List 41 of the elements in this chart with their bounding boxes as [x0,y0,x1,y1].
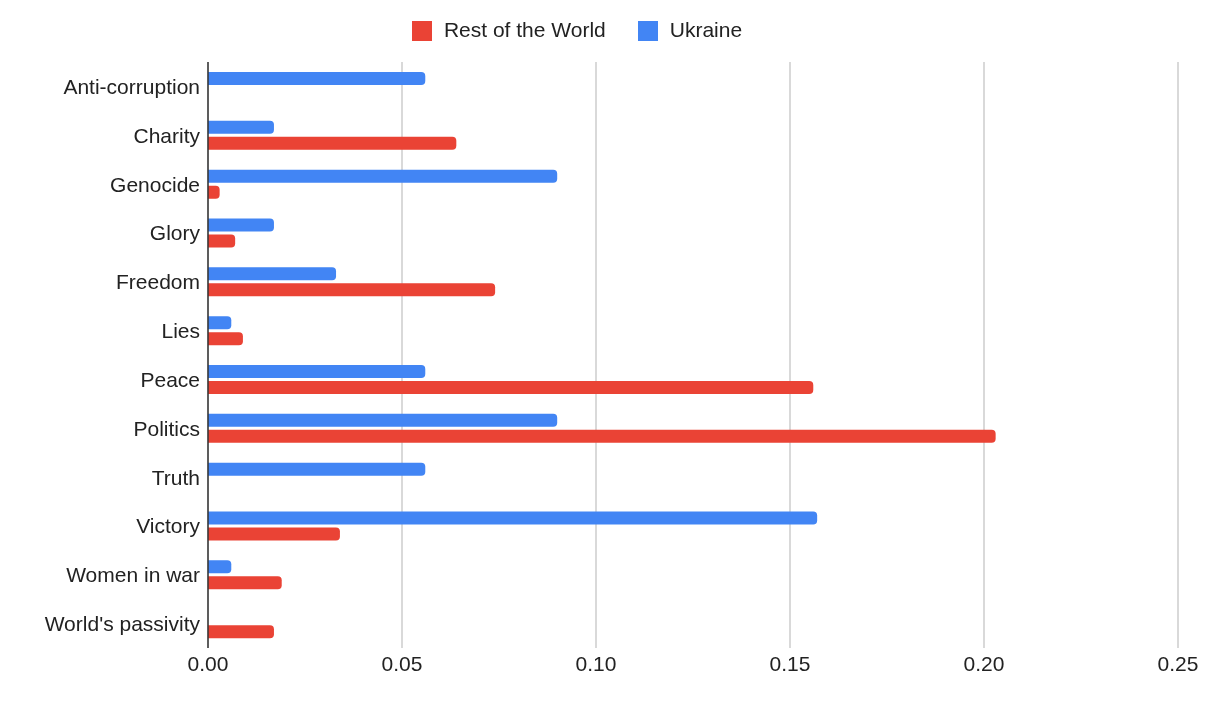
bar [208,218,274,232]
x-tick-label: 0.25 [1157,651,1199,675]
bar [208,527,340,541]
y-tick-label: Lies [161,319,200,343]
bar [208,332,243,346]
x-tick-label: 0.15 [769,651,811,675]
bar [208,72,426,85]
x-tick-label: 0.05 [381,651,423,675]
bar [208,283,496,297]
legend-label: Rest of the World [443,18,606,41]
bar [208,429,996,443]
y-tick-label: Glory [149,221,201,245]
legend-label: Ukraine [669,18,743,41]
bar [208,462,426,476]
bar [208,576,282,590]
bar [208,169,558,183]
bar [208,136,457,150]
bar [208,120,274,134]
x-tick-label: 0.00 [187,651,229,675]
bar [208,560,232,574]
y-tick-label: Women in war [66,563,200,587]
y-tick-label: Freedom [115,270,200,294]
x-tick-label: 0.10 [575,651,617,675]
y-tick-label: Truth [151,465,200,489]
bar [208,511,818,525]
bar [208,381,814,394]
bar [208,234,236,248]
y-tick-label: Charity [133,123,201,147]
y-tick-label: Genocide [110,172,200,196]
bar [208,185,220,199]
y-tick-label: Victory [136,514,201,538]
bar [208,625,274,639]
x-tick-label: 0.20 [963,651,1005,675]
bar [208,365,426,378]
bar [208,267,337,281]
y-tick-label: Anti-corruption [63,74,200,98]
bar [208,316,232,330]
y-tick-label: Peace [140,367,200,391]
y-tick-label: World's passivity [44,612,201,636]
y-tick-label: Politics [133,416,200,440]
bar [208,413,558,427]
